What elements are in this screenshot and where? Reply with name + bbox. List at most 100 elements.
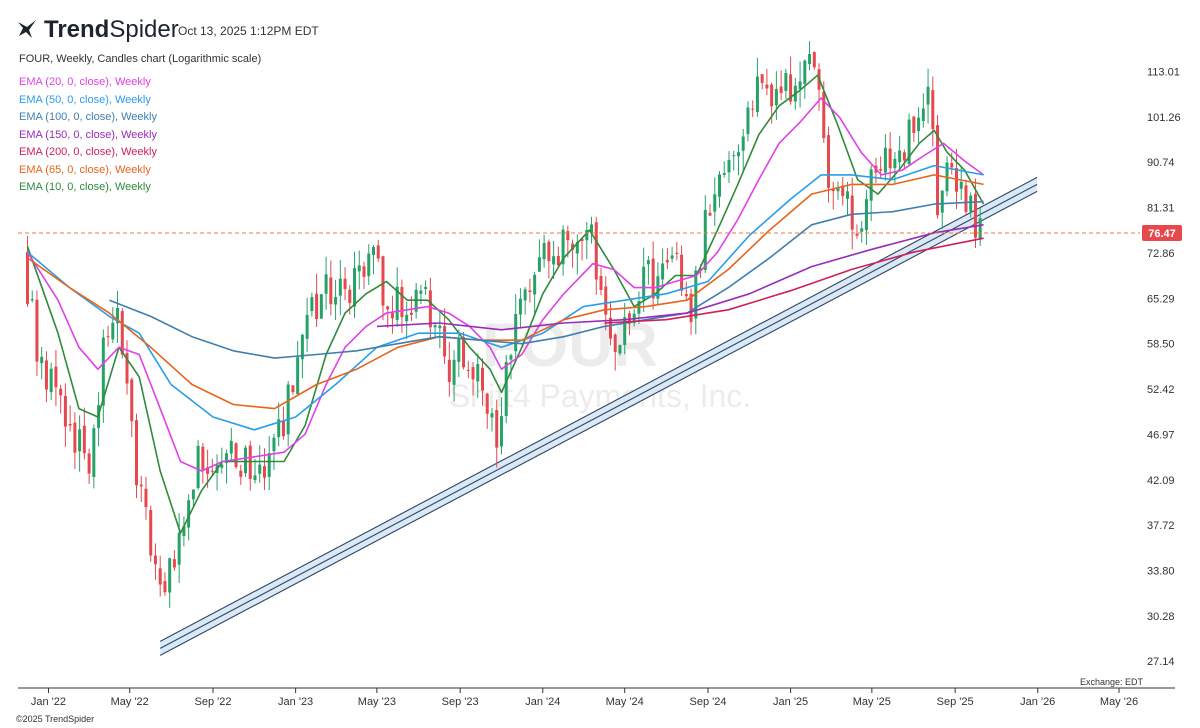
- candle[interactable]: [571, 239, 575, 268]
- candle[interactable]: [433, 322, 437, 337]
- candle[interactable]: [528, 278, 532, 303]
- candle[interactable]: [191, 489, 195, 507]
- candle[interactable]: [267, 436, 271, 491]
- candle[interactable]: [158, 555, 162, 597]
- candle[interactable]: [670, 246, 674, 263]
- candle[interactable]: [860, 220, 864, 243]
- candle[interactable]: [225, 449, 229, 484]
- ema-line-6[interactable]: [604, 237, 984, 324]
- candle[interactable]: [523, 286, 527, 315]
- candle[interactable]: [343, 267, 347, 301]
- candle[interactable]: [613, 333, 617, 371]
- candle[interactable]: [518, 288, 522, 329]
- candle[interactable]: [926, 68, 930, 124]
- candle[interactable]: [675, 241, 679, 261]
- candle[interactable]: [841, 177, 845, 206]
- candle[interactable]: [106, 325, 110, 347]
- candle[interactable]: [30, 290, 34, 303]
- candle[interactable]: [35, 290, 39, 376]
- candle[interactable]: [376, 239, 380, 262]
- candle[interactable]: [381, 255, 385, 321]
- legend-item-ema-100[interactable]: EMA (100, 0, close), Weekly: [19, 111, 157, 123]
- candle[interactable]: [25, 235, 29, 307]
- candle[interactable]: [817, 63, 821, 111]
- candle[interactable]: [490, 407, 494, 432]
- candle[interactable]: [400, 279, 404, 333]
- candle[interactable]: [713, 177, 717, 226]
- candle[interactable]: [163, 572, 167, 596]
- legend-item-ema-10[interactable]: EMA (10, 0, close), Weekly: [19, 181, 151, 193]
- candle[interactable]: [443, 308, 447, 364]
- candle[interactable]: [827, 126, 831, 203]
- candle[interactable]: [248, 440, 252, 491]
- candle[interactable]: [210, 458, 214, 476]
- candle[interactable]: [746, 101, 750, 142]
- candle[interactable]: [812, 51, 816, 70]
- candle[interactable]: [883, 134, 887, 181]
- candle[interactable]: [902, 149, 906, 169]
- candle[interactable]: [485, 392, 489, 429]
- candle[interactable]: [40, 347, 44, 380]
- candle[interactable]: [101, 329, 105, 423]
- candle[interactable]: [59, 384, 63, 414]
- candle[interactable]: [139, 475, 143, 502]
- candle[interactable]: [296, 341, 300, 395]
- candle[interactable]: [353, 251, 357, 318]
- candle[interactable]: [736, 144, 740, 176]
- legend-item-ema-50[interactable]: EMA (50, 0, close), Weekly: [19, 93, 151, 106]
- candle[interactable]: [447, 342, 451, 397]
- candle[interactable]: [864, 189, 868, 245]
- candle[interactable]: [703, 195, 707, 273]
- candle[interactable]: [220, 447, 224, 474]
- candle[interactable]: [182, 516, 186, 547]
- candle[interactable]: [808, 41, 812, 71]
- candle[interactable]: [585, 221, 589, 260]
- candle[interactable]: [120, 308, 124, 359]
- candle[interactable]: [784, 68, 788, 100]
- candle[interactable]: [765, 68, 769, 96]
- legend-item-ema-150[interactable]: EMA (150, 0, close), Weekly: [19, 128, 157, 141]
- candle[interactable]: [338, 260, 342, 316]
- candle[interactable]: [144, 476, 148, 520]
- candle[interactable]: [153, 543, 157, 580]
- candle[interactable]: [495, 399, 499, 468]
- candle[interactable]: [466, 360, 470, 379]
- candle[interactable]: [708, 204, 712, 217]
- candle[interactable]: [68, 405, 72, 432]
- candle[interactable]: [898, 135, 902, 170]
- candle[interactable]: [476, 353, 480, 398]
- candle[interactable]: [722, 161, 726, 178]
- candle[interactable]: [760, 74, 764, 90]
- candle[interactable]: [196, 440, 200, 490]
- candle[interactable]: [594, 216, 598, 295]
- candle[interactable]: [661, 248, 665, 289]
- candle[interactable]: [921, 93, 925, 128]
- candle[interactable]: [457, 329, 461, 378]
- candle[interactable]: [556, 246, 560, 268]
- candle[interactable]: [751, 100, 755, 118]
- candle[interactable]: [73, 412, 77, 470]
- candle[interactable]: [651, 241, 655, 310]
- candle[interactable]: [580, 238, 584, 261]
- candle[interactable]: [97, 392, 101, 447]
- candle[interactable]: [940, 190, 944, 229]
- candle[interactable]: [310, 292, 314, 317]
- trendline-channel-line-1[interactable]: [159, 183, 1038, 649]
- candle[interactable]: [774, 71, 778, 120]
- candle[interactable]: [386, 305, 390, 328]
- candle[interactable]: [111, 307, 115, 344]
- candle[interactable]: [130, 377, 134, 438]
- candle[interactable]: [82, 407, 86, 460]
- candle[interactable]: [239, 464, 243, 485]
- candle[interactable]: [44, 351, 48, 403]
- candle[interactable]: [499, 397, 503, 455]
- candle[interactable]: [390, 295, 394, 334]
- candle[interactable]: [575, 234, 579, 275]
- candle[interactable]: [646, 255, 650, 285]
- candle[interactable]: [215, 454, 219, 491]
- candle[interactable]: [471, 362, 475, 396]
- candle[interactable]: [367, 244, 371, 285]
- candle[interactable]: [552, 240, 556, 280]
- candle[interactable]: [623, 302, 627, 355]
